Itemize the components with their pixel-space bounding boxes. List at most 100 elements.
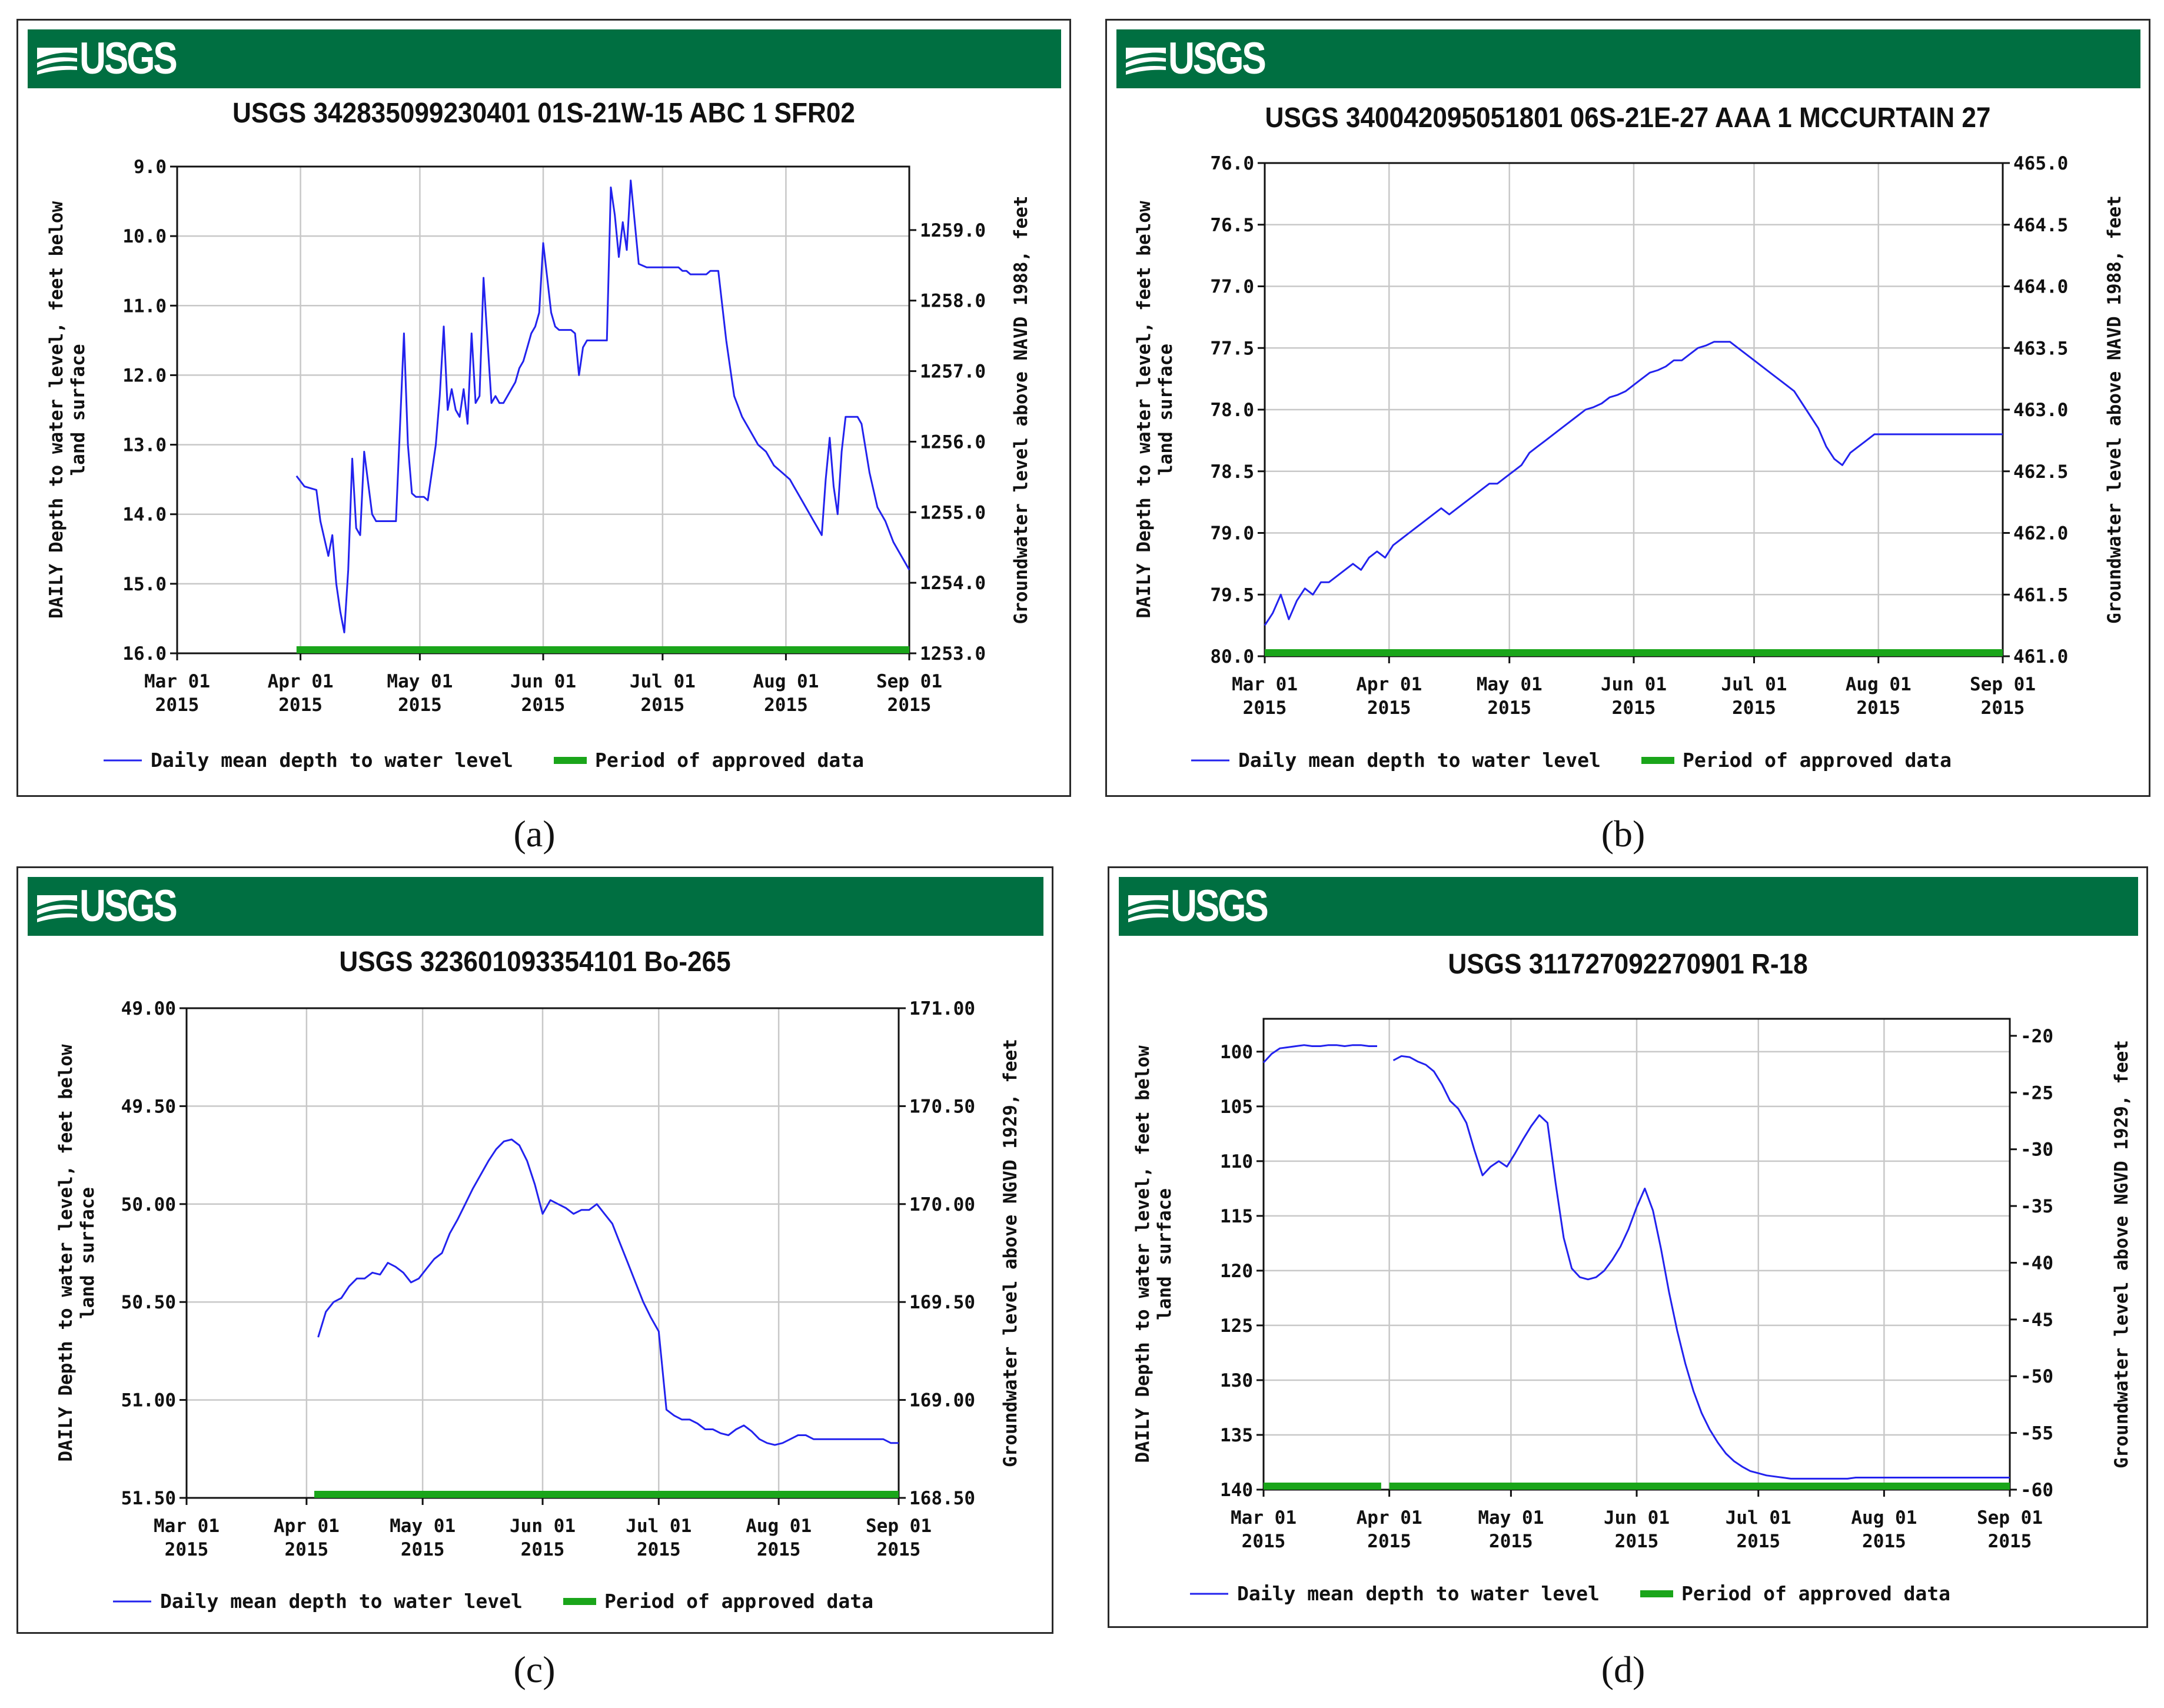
x-tick-label: Jun 01: [1604, 1507, 1670, 1528]
y2-tick-label: -60: [2020, 1480, 2053, 1501]
usgs-wave-icon: [1128, 895, 1168, 922]
y-axis-label-line2: land surface: [77, 1187, 98, 1319]
x-tick-year: 2015: [1367, 1531, 1411, 1552]
x-tick-year: 2015: [637, 1539, 681, 1560]
y2-tick-label: 461.5: [2013, 584, 2068, 606]
x-tick-year: 2015: [278, 695, 323, 716]
usgs-logo: USGS: [1127, 884, 1288, 929]
y-tick-label: 125: [1220, 1315, 1253, 1337]
x-tick-label: Jul 01: [626, 1516, 692, 1537]
x-tick-label: May 01: [387, 671, 453, 692]
caption-b: (b): [1601, 813, 1646, 855]
chart-title: USGS 342835099230401 01S-21W-15 ABC 1 SF…: [232, 98, 855, 129]
x-tick-label: May 01: [1478, 1507, 1544, 1528]
x-tick-label: Aug 01: [1846, 674, 1912, 695]
caption-d: (d): [1601, 1649, 1646, 1690]
y-tick-label: 12.0: [122, 365, 167, 386]
x-tick-year: 2015: [1732, 697, 1776, 719]
y2-tick-label: 462.0: [2013, 523, 2068, 544]
x-tick-year: 2015: [877, 1539, 921, 1560]
x-tick-label: Apr 01: [1357, 1507, 1422, 1528]
x-tick-year: 2015: [1736, 1531, 1780, 1552]
y-tick-label: 76.0: [1210, 153, 1254, 174]
chart-panel-b: USGS USGS 340042095051801 06S-21E-27 AAA…: [1105, 19, 2150, 797]
usgs-logo-text: USGS: [1171, 881, 1269, 931]
y2-tick-label: 170.00: [909, 1194, 975, 1215]
y-tick-label: 120: [1220, 1261, 1253, 1282]
y-axis-label: DAILY Depth to water level, feet below: [1132, 1045, 1154, 1463]
x-tick-label: May 01: [1477, 674, 1543, 695]
x-tick-label: Jul 01: [630, 671, 696, 692]
y-tick-label: 50.00: [121, 1194, 176, 1215]
x-tick-label: Aug 01: [1851, 1507, 1917, 1528]
y2-tick-label: 465.0: [2013, 153, 2068, 174]
y2-tick-label: 1257.0: [920, 361, 986, 383]
y2-tick-label: -25: [2020, 1082, 2053, 1104]
chart-panel-a: USGS USGS 342835099230401 01S-21W-15 ABC…: [16, 19, 1071, 797]
y2-tick-label: -50: [2020, 1366, 2053, 1387]
y2-tick-label: 1259.0: [920, 220, 986, 241]
y-tick-label: 115: [1220, 1206, 1253, 1227]
x-tick-year: 2015: [1243, 697, 1287, 719]
y2-tick-label: 1255.0: [920, 502, 986, 523]
x-tick-label: Jul 01: [1721, 674, 1787, 695]
x-tick-year: 2015: [887, 695, 932, 716]
y2-tick-label: 1258.0: [920, 291, 986, 312]
y-tick-label: 77.5: [1210, 338, 1254, 359]
y2-tick-label: 463.0: [2013, 400, 2068, 421]
chart-panel-c: USGS USGS 323601093354101 Bo-265 49.00 49…: [16, 866, 1053, 1634]
chart-d: 100 105 110 115 120 125 130 135 140 -20 -25 -30 -35 -…: [1132, 1018, 2132, 1605]
usgs-banner: USGS: [1119, 877, 2138, 936]
y-tick-label: 76.5: [1210, 215, 1254, 236]
caption-a: (a): [513, 813, 556, 855]
y2-tick-label: 462.5: [2013, 461, 2068, 483]
y-axis-label: DAILY Depth to water level, feet below: [1133, 201, 1155, 619]
x-tick-label: Sep 01: [866, 1516, 932, 1537]
y2-tick-label: 171.00: [909, 998, 975, 1019]
x-tick-year: 2015: [1988, 1531, 2032, 1552]
x-tick-label: Jun 01: [1601, 674, 1667, 695]
x-tick-label: Jun 01: [510, 671, 576, 692]
y-tick-label: 49.50: [121, 1096, 176, 1117]
x-tick-label: Apr 01: [274, 1516, 340, 1537]
y-tick-label: 15.0: [122, 574, 167, 595]
y-tick-label: 80.0: [1210, 646, 1254, 667]
usgs-logo: USGS: [1125, 36, 1285, 81]
chart-title: USGS 323601093354101 Bo-265: [339, 946, 731, 978]
y2-tick-label: -20: [2020, 1026, 2053, 1047]
y2-axis-label: Groundwater level above NAVD 1988, feet: [1010, 196, 1032, 624]
x-tick-label: Sep 01: [1977, 1507, 2043, 1528]
y-tick-label: 78.0: [1210, 400, 1254, 421]
y2-tick-label: -55: [2020, 1423, 2053, 1444]
y2-tick-label: -35: [2020, 1196, 2053, 1217]
y2-tick-label: 463.5: [2013, 338, 2068, 359]
y2-tick-label: 464.5: [2013, 215, 2068, 236]
y2-tick-label: -45: [2020, 1310, 2053, 1331]
x-tick-year: 2015: [285, 1539, 329, 1560]
y-axis-label-line2: land surface: [1154, 1188, 1175, 1320]
x-tick-year: 2015: [1242, 1531, 1286, 1552]
chart-title: USGS 340042095051801 06S-21E-27 AAA 1 MC…: [1265, 102, 1991, 134]
x-tick-year: 2015: [640, 695, 684, 716]
y-tick-label: 14.0: [122, 504, 167, 526]
y-axis-label: DAILY Depth to water level, feet below: [55, 1044, 77, 1462]
usgs-wave-icon: [37, 48, 77, 75]
x-tick-label: Apr 01: [1356, 674, 1422, 695]
chart-c: 49.00 49.50 50.00 50.50 51.00 51.50 168.50 169.…: [55, 998, 1021, 1613]
x-tick-label: Apr 01: [268, 671, 334, 692]
x-tick-year: 2015: [155, 695, 200, 716]
y-tick-label: 9.0: [134, 157, 167, 178]
y-axis-label: DAILY Depth to water level, feet below: [46, 201, 67, 619]
x-tick-year: 2015: [1487, 697, 1531, 719]
y2-axis-label: Groundwater level above NAVD 1988, feet: [2104, 195, 2125, 624]
x-tick-label: Jul 01: [1726, 1507, 1791, 1528]
y2-tick-label: 169.50: [909, 1292, 975, 1313]
series-line: [1262, 1044, 1377, 1064]
x-tick-label: Sep 01: [876, 671, 942, 692]
y-tick-label: 140: [1220, 1480, 1253, 1501]
y2-tick-label: 1254.0: [920, 573, 986, 594]
usgs-banner: USGS: [28, 877, 1043, 936]
x-tick-year: 2015: [757, 1539, 801, 1560]
legend-series-label: Daily mean depth to water level: [160, 1590, 523, 1613]
series-line: [317, 1138, 899, 1446]
